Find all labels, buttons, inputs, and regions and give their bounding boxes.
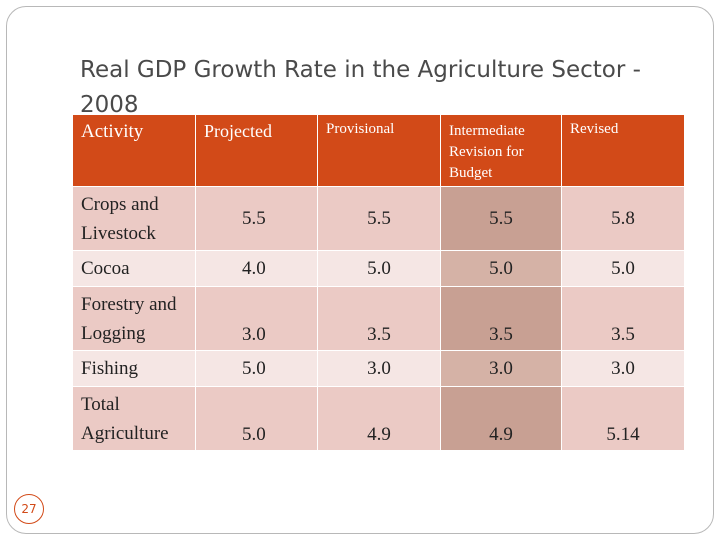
page-number-badge: 27 <box>14 494 44 524</box>
revised-cell: 3.5 <box>561 286 685 351</box>
table-row: Fishing 5.0 3.0 3.0 3.0 <box>72 350 685 387</box>
header-projected: Projected <box>195 114 318 187</box>
intermediate-cell: 3.0 <box>440 350 562 387</box>
revised-cell: 3.0 <box>561 350 685 387</box>
intermediate-cell: 3.5 <box>440 286 562 351</box>
header-activity: Activity <box>72 114 196 187</box>
activity-cell: Total Agriculture <box>72 386 196 451</box>
revised-cell: 5.0 <box>561 250 685 287</box>
header-revised: Revised <box>561 114 685 187</box>
provisional-cell: 4.9 <box>317 386 441 451</box>
table-header-row: Activity Projected Provisional Intermedi… <box>72 114 685 187</box>
intermediate-cell: 4.9 <box>440 386 562 451</box>
provisional-cell: 5.0 <box>317 250 441 287</box>
header-provisional: Provisional <box>317 114 441 187</box>
revised-cell: 5.8 <box>561 186 685 251</box>
revised-cell: 5.14 <box>561 386 685 451</box>
table-row: Cocoa 4.0 5.0 5.0 5.0 <box>72 250 685 287</box>
gdp-growth-table: Activity Projected Provisional Intermedi… <box>72 114 685 451</box>
projected-cell: 3.0 <box>195 286 318 351</box>
activity-cell: Fishing <box>72 350 196 387</box>
intermediate-cell: 5.0 <box>440 250 562 287</box>
projected-cell: 4.0 <box>195 250 318 287</box>
provisional-cell: 3.0 <box>317 350 441 387</box>
provisional-cell: 5.5 <box>317 186 441 251</box>
provisional-cell: 3.5 <box>317 286 441 351</box>
projected-cell: 5.0 <box>195 386 318 451</box>
projected-cell: 5.5 <box>195 186 318 251</box>
slide-frame <box>6 6 714 534</box>
header-intermediate-revision: Intermediate Revision for Budget <box>440 114 562 187</box>
table-row: Forestry and Logging 3.0 3.5 3.5 3.5 <box>72 286 685 351</box>
table-row: Total Agriculture 5.0 4.9 4.9 5.14 <box>72 386 685 451</box>
intermediate-cell: 5.5 <box>440 186 562 251</box>
slide-title: Real GDP Growth Rate in the Agriculture … <box>80 57 641 119</box>
activity-cell: Forestry and Logging <box>72 286 196 351</box>
projected-cell: 5.0 <box>195 350 318 387</box>
table-row: Crops and Livestock 5.5 5.5 5.5 5.8 <box>72 186 685 251</box>
activity-cell: Crops and Livestock <box>72 186 196 251</box>
activity-cell: Cocoa <box>72 250 196 287</box>
